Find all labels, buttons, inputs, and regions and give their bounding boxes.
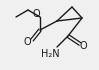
Text: O: O — [23, 37, 31, 47]
Text: O: O — [32, 9, 40, 19]
Text: O: O — [79, 41, 87, 51]
Text: H₂N: H₂N — [41, 49, 59, 59]
